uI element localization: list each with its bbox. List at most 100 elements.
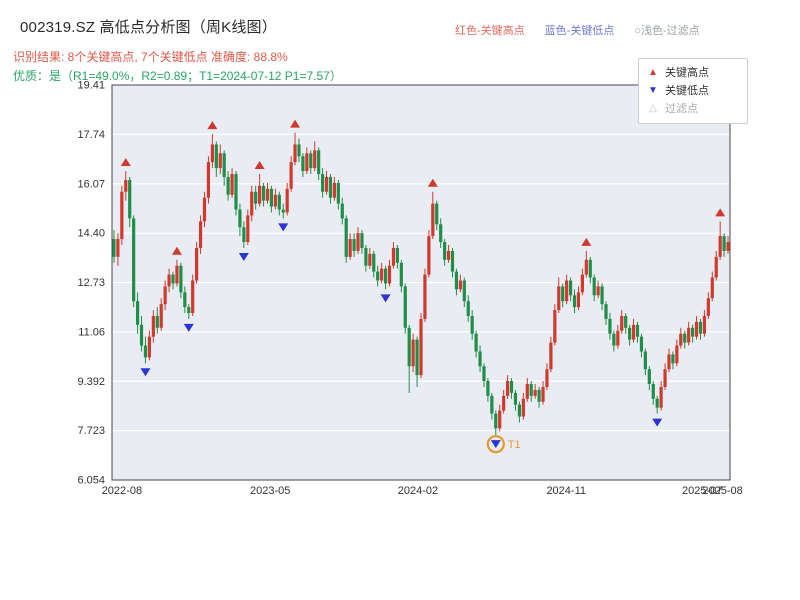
candle xyxy=(608,313,612,340)
candle xyxy=(600,283,604,311)
candle xyxy=(112,230,116,263)
candle-body xyxy=(135,301,140,325)
candle xyxy=(553,304,557,346)
candle xyxy=(663,363,667,390)
candle xyxy=(376,265,380,287)
candle xyxy=(171,271,175,290)
key-low-marker xyxy=(380,294,391,303)
candle-body xyxy=(462,280,466,302)
candle-body xyxy=(659,386,663,408)
candle xyxy=(277,191,281,216)
candle-body xyxy=(317,150,321,175)
candle xyxy=(391,242,396,269)
candle-body xyxy=(171,274,175,284)
candle-body xyxy=(588,259,592,278)
candle xyxy=(328,174,333,204)
candle xyxy=(254,185,258,210)
y-tick-label: 17.74 xyxy=(77,129,105,141)
candle xyxy=(671,351,675,370)
candle xyxy=(415,336,419,387)
candle xyxy=(698,318,703,340)
candle xyxy=(624,313,628,334)
candle xyxy=(360,230,364,254)
candle xyxy=(167,268,171,293)
candle xyxy=(250,185,254,222)
candle-body xyxy=(289,162,293,189)
candle xyxy=(395,244,399,269)
candle xyxy=(265,182,270,204)
candle xyxy=(380,262,384,284)
key-low-marker xyxy=(490,440,501,449)
candle xyxy=(714,250,718,281)
candle xyxy=(679,327,683,349)
key-high-marker xyxy=(715,208,726,217)
candle-body xyxy=(360,233,364,248)
candle-body xyxy=(143,345,148,358)
candle xyxy=(191,274,195,316)
candle xyxy=(702,310,707,337)
candle-body xyxy=(258,185,262,204)
candle-body xyxy=(557,286,561,311)
candle-body xyxy=(332,182,337,198)
candle xyxy=(435,200,439,231)
candle-body xyxy=(163,286,167,305)
candle-body xyxy=(368,253,372,266)
candle xyxy=(655,395,659,414)
candle-body xyxy=(628,327,632,340)
candle xyxy=(159,298,163,331)
candle xyxy=(549,336,553,373)
candle-body xyxy=(561,286,565,302)
candle-body xyxy=(439,224,443,243)
candle xyxy=(620,310,624,334)
candle xyxy=(195,242,199,284)
candle-body xyxy=(407,327,411,367)
legend-item-filtered: △ 过滤点 xyxy=(647,100,739,118)
candle xyxy=(151,310,155,343)
candle xyxy=(498,404,502,432)
candle-body xyxy=(710,277,714,299)
candle-body xyxy=(521,398,525,417)
candle-body xyxy=(328,176,333,198)
candle xyxy=(116,233,120,266)
candle-body xyxy=(419,318,423,376)
x-tick-label: 2023-05 xyxy=(250,485,290,497)
candle-body xyxy=(139,324,144,346)
candle xyxy=(439,218,443,248)
candle xyxy=(537,386,541,408)
candle xyxy=(352,233,356,257)
candle xyxy=(517,401,522,423)
candle-body xyxy=(395,247,399,263)
y-tick-label: 19.41 xyxy=(77,80,105,92)
candle-body xyxy=(635,324,640,337)
candle-body xyxy=(608,318,612,334)
candle-body xyxy=(380,268,384,281)
candle xyxy=(261,182,266,207)
candle-body xyxy=(238,209,242,228)
candle-body xyxy=(687,327,691,343)
candle xyxy=(281,203,285,219)
candle-body xyxy=(376,271,380,281)
candle-body xyxy=(616,330,620,346)
candle-body xyxy=(309,153,313,169)
candle-body xyxy=(340,203,344,219)
candle xyxy=(454,268,459,296)
candle-body xyxy=(604,304,608,319)
candle-body xyxy=(183,292,187,308)
candle xyxy=(336,179,340,210)
candle xyxy=(368,247,372,269)
candle-body xyxy=(285,188,289,213)
candle-body xyxy=(226,176,230,195)
candle-body xyxy=(187,307,191,314)
candle xyxy=(687,321,691,346)
candle xyxy=(320,168,325,198)
candle xyxy=(403,283,407,334)
candle-body xyxy=(568,280,573,296)
candle-body xyxy=(509,381,514,393)
candle xyxy=(568,277,573,302)
candle xyxy=(128,176,132,228)
candle xyxy=(143,336,148,364)
key-high-marker xyxy=(254,161,265,170)
candle xyxy=(651,381,655,405)
candle-body xyxy=(490,395,494,414)
candle-body xyxy=(214,144,218,169)
